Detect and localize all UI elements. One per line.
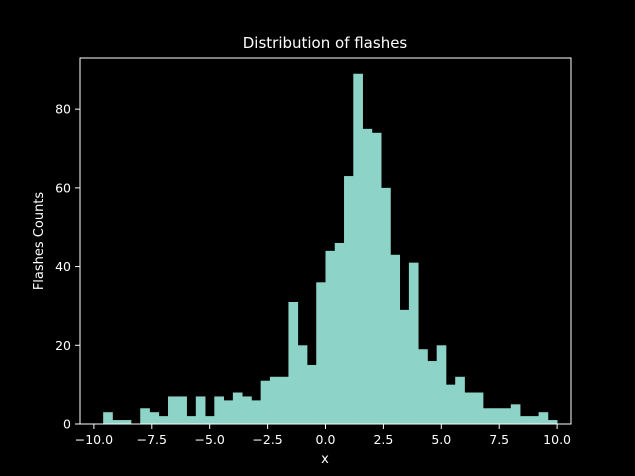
- histogram-bar: [547, 420, 558, 424]
- y-axis-ticks: 0 20 40 60 80: [55, 102, 80, 432]
- histogram-bar: [445, 384, 456, 424]
- histogram-bar: [371, 132, 382, 424]
- histogram-bar: [334, 242, 345, 424]
- y-tick-label: 40: [55, 259, 71, 274]
- histogram-bar: [538, 412, 549, 424]
- histogram-bar: [121, 420, 132, 424]
- x-axis-label: x: [321, 452, 329, 467]
- x-tick-label: −10.0: [75, 432, 113, 447]
- histogram-bar: [399, 309, 410, 424]
- histogram-bar: [529, 416, 539, 424]
- histogram-bar: [390, 254, 401, 424]
- histogram-bar: [473, 392, 484, 424]
- x-axis-ticks: −10.0 −7.5 −5.0 −2.5 0.0 2.5 5.0 7.5 10.0: [75, 424, 571, 447]
- histogram-bar: [269, 376, 280, 424]
- histogram-bar: [140, 408, 150, 424]
- bars-group: [103, 73, 558, 424]
- histogram-bar: [168, 396, 178, 424]
- histogram-bar: [214, 396, 224, 424]
- y-tick-label: 60: [55, 180, 71, 195]
- histogram-bar: [205, 416, 215, 424]
- histogram-bar: [103, 412, 113, 424]
- x-tick-label: 5.0: [431, 432, 451, 447]
- histogram-bar: [436, 345, 447, 424]
- y-tick-label: 80: [55, 102, 71, 117]
- histogram-bar: [492, 408, 502, 424]
- x-tick-label: −5.0: [195, 432, 225, 447]
- histogram-bar: [418, 349, 428, 424]
- histogram-bar: [186, 416, 197, 424]
- histogram-bar: [177, 396, 187, 424]
- x-tick-label: 2.5: [373, 432, 393, 447]
- histogram-bar: [353, 73, 363, 424]
- histogram-bar: [242, 396, 252, 424]
- histogram-bar: [408, 262, 419, 424]
- x-tick-label: 0.0: [316, 432, 336, 447]
- histogram-bar: [316, 282, 326, 424]
- histogram-bar: [362, 128, 373, 424]
- histogram-bar: [464, 392, 475, 424]
- histogram-bar: [427, 361, 438, 424]
- y-tick-label: 20: [55, 338, 71, 353]
- y-tick-label: 0: [63, 417, 71, 432]
- histogram-bar: [381, 187, 391, 424]
- histogram-bar: [158, 416, 169, 424]
- histogram-bar: [112, 420, 123, 424]
- histogram-bar: [288, 302, 299, 424]
- chart-title: Distribution of flashes: [243, 34, 408, 52]
- histogram-bar: [501, 408, 512, 424]
- histogram-bar: [306, 364, 317, 424]
- histogram-bar: [510, 404, 521, 424]
- histogram-bar: [325, 250, 336, 424]
- histogram-bar: [520, 416, 530, 424]
- histogram-bar: [223, 400, 234, 424]
- histogram-bar: [482, 408, 493, 424]
- x-tick-label: −2.5: [252, 432, 282, 447]
- histogram-bar: [297, 345, 308, 424]
- x-tick-label: 10.0: [543, 432, 571, 447]
- histogram-bar: [232, 392, 243, 424]
- x-tick-label: −7.5: [137, 432, 167, 447]
- histogram-bar: [344, 176, 354, 424]
- histogram-bar: [251, 400, 262, 424]
- y-axis-label: Flashes Counts: [32, 192, 47, 291]
- histogram-bar: [149, 412, 160, 424]
- histogram-bar: [455, 376, 465, 424]
- histogram-bar: [260, 380, 271, 424]
- histogram-bar: [279, 376, 289, 424]
- x-tick-label: 7.5: [489, 432, 509, 447]
- histogram-bar: [195, 396, 206, 424]
